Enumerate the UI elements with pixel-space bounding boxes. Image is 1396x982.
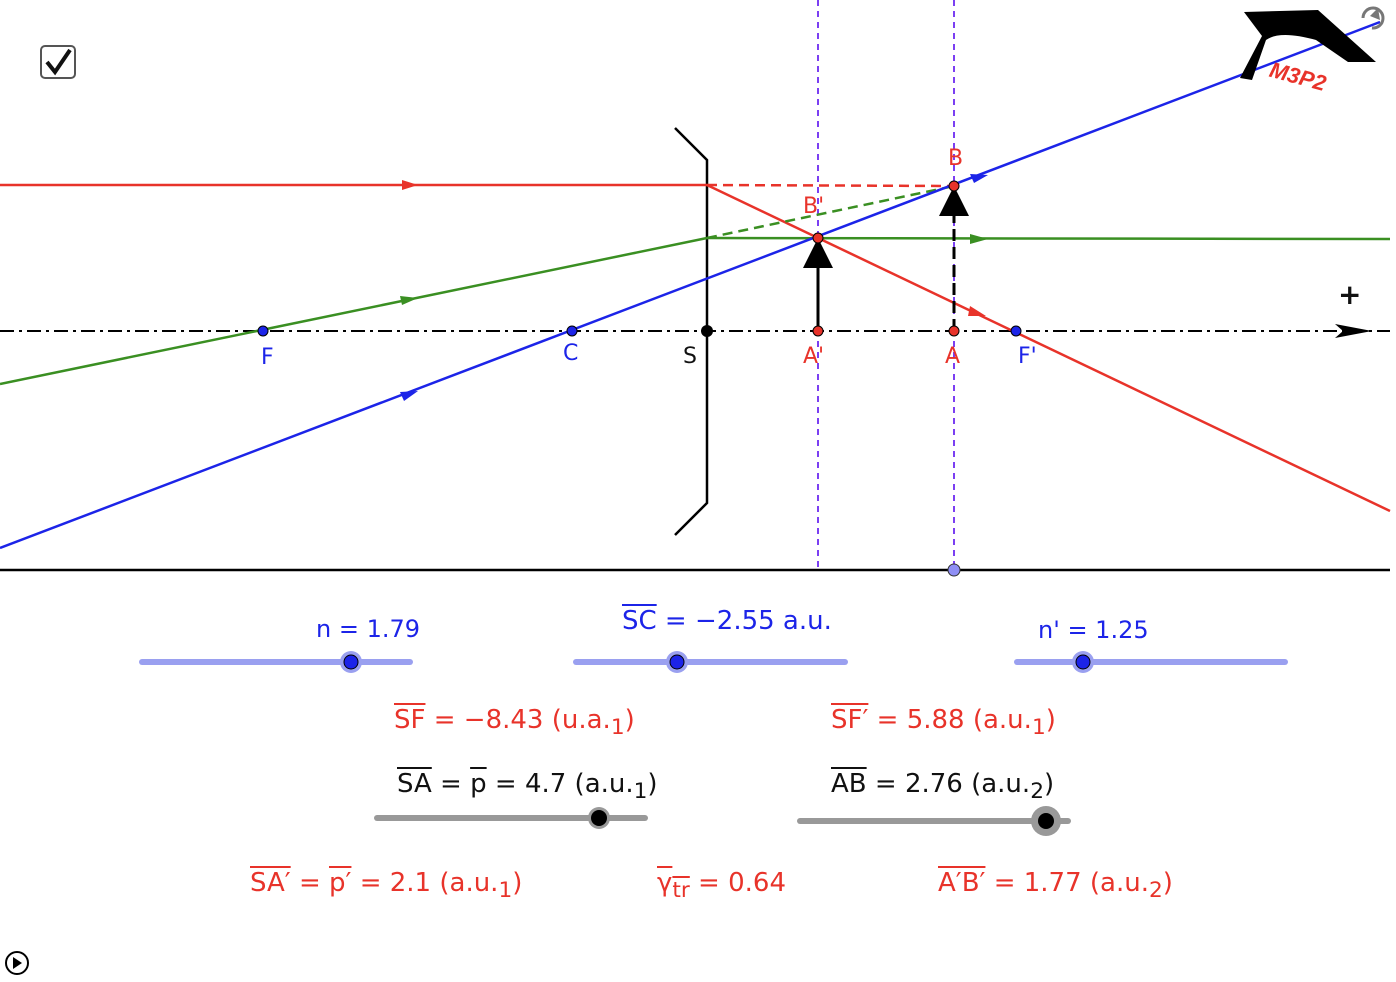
gamma-symbol: γ <box>657 868 673 898</box>
ab-value: = 2.76 (a.u. <box>866 769 1031 799</box>
m3p2-logo: M3P2 <box>1240 10 1376 96</box>
p-prime-symbol: p′ <box>329 868 352 898</box>
ray-arrow-icon <box>400 391 418 401</box>
label-B-prime: B' <box>803 194 825 219</box>
sa-eq: = <box>431 769 471 799</box>
p-symbol: p <box>470 769 487 799</box>
point-C[interactable] <box>566 325 578 337</box>
ray-arrow-icon <box>402 180 418 190</box>
ray-arrow-icon <box>970 174 988 183</box>
slider-sa[interactable] <box>374 807 648 829</box>
blue-ray <box>0 20 1381 550</box>
sf-sub: 1 <box>610 715 625 741</box>
ab-prime-value: = 1.77 (a.u. <box>985 868 1149 898</box>
play-icon[interactable] <box>5 951 29 975</box>
sf-prime-result: SF′ = 5.88 (a.u.1) <box>831 705 1056 740</box>
green-ray-incident <box>0 236 708 386</box>
sa-symbol: SA <box>397 769 432 799</box>
sa-prime-eq: = <box>290 868 330 898</box>
label-F: F <box>261 345 274 370</box>
point-F-prime[interactable] <box>1010 325 1022 337</box>
label-A-prime: A' <box>803 344 825 369</box>
slider-n-prime-label: n' = 1.25 <box>1038 616 1149 644</box>
ray-arrow-icon <box>970 234 988 244</box>
ab-sub: 2 <box>1030 779 1044 805</box>
ab-prime-sub: 2 <box>1149 878 1163 904</box>
show-checkbox[interactable] <box>40 45 76 79</box>
ab-symbol: AB <box>831 769 867 799</box>
slider-ab[interactable] <box>797 806 1071 836</box>
label-A: A <box>945 344 961 369</box>
sa-prime-value: = 2.1 (a.u. <box>351 868 499 898</box>
baseline-handle[interactable] <box>947 563 961 577</box>
ray-arrow-icon <box>400 296 418 305</box>
ab-close: ) <box>1043 769 1055 799</box>
sf-value: = −8.43 (u.a. <box>425 705 611 735</box>
point-B[interactable] <box>948 180 960 192</box>
sa-prime-result: SA′ = p′ = 2.1 (a.u.1) <box>250 868 522 903</box>
sf-close: ) <box>624 705 635 735</box>
point-F[interactable] <box>257 325 269 337</box>
axis-arrow-icon <box>1335 324 1372 338</box>
slider-n[interactable] <box>139 651 413 673</box>
slider-n-prime[interactable] <box>1014 651 1288 673</box>
label-S: S <box>683 344 697 369</box>
label-B: B <box>948 146 964 171</box>
slider-ab-label: AB = 2.76 (a.u.2) <box>831 769 1054 804</box>
slider-sc[interactable] <box>573 651 848 673</box>
sf-prime-close: ) <box>1045 705 1056 735</box>
gamma-result: γtr = 0.64 <box>657 868 786 903</box>
sa-value: = 4.7 (a.u. <box>486 769 634 799</box>
label-F-prime: F' <box>1018 344 1037 369</box>
sa-prime-symbol: SA′ <box>250 868 291 898</box>
sa-close: ) <box>647 769 658 799</box>
sf-prime-value: = 5.88 (a.u. <box>868 705 1032 735</box>
svg-text:M3P2: M3P2 <box>1267 57 1330 96</box>
sc-symbol: SC <box>622 606 657 636</box>
point-B-prime[interactable] <box>812 232 824 244</box>
slider-n-label: n = 1.79 <box>316 615 421 643</box>
point-A[interactable] <box>948 325 960 337</box>
sf-result: SF = −8.43 (u.a.1) <box>394 705 635 740</box>
ab-prime-close: ) <box>1162 868 1173 898</box>
axis-plus-label: + <box>1338 278 1362 311</box>
red-ray-virtual <box>706 183 955 188</box>
sa-prime-sub: 1 <box>498 878 513 904</box>
reset-icon[interactable] <box>1361 6 1385 30</box>
green-ray-virtual <box>706 184 955 240</box>
slider-sc-label: SC = −2.55 a.u. <box>622 606 832 636</box>
sc-value: = −2.55 a.u. <box>656 606 832 636</box>
gamma-value: = 0.64 <box>689 868 787 898</box>
sf-prime-sub: 1 <box>1031 715 1046 741</box>
point-S[interactable] <box>701 325 713 337</box>
ab-prime-result: A′B′ = 1.77 (a.u.2) <box>938 868 1173 903</box>
sa-sub: 1 <box>633 779 648 805</box>
ray-arrow-icon <box>968 306 986 316</box>
sf-symbol: SF <box>394 705 426 735</box>
slider-sa-label: SA = p = 4.7 (a.u.1) <box>397 769 658 804</box>
label-C: C <box>563 341 579 366</box>
sf-prime-symbol: SF′ <box>831 705 869 735</box>
point-A-prime[interactable] <box>812 325 824 337</box>
sa-prime-close: ) <box>512 868 523 898</box>
gamma-sub: tr <box>672 878 690 904</box>
checkmark-icon <box>45 48 72 76</box>
ab-prime-symbol: A′B′ <box>938 868 986 898</box>
